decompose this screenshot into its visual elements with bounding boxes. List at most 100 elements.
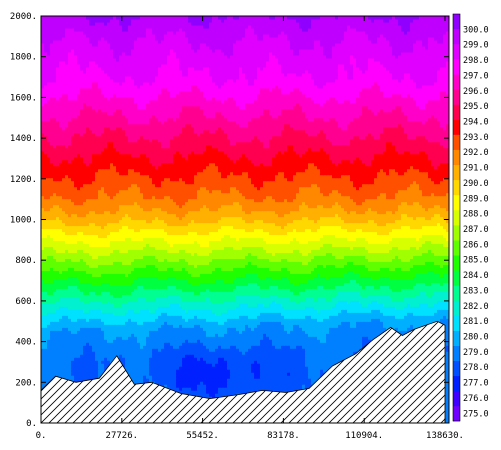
contour-cell [278,387,282,391]
contour-cell [167,384,171,388]
contour-cell [65,351,69,355]
contour-cell [215,390,219,394]
contour-cell [269,378,273,382]
contour-cell [50,360,54,364]
contour-cell [80,363,84,367]
contour-cell [176,381,180,385]
contour-cell [266,342,270,346]
contour-cell [281,372,285,376]
contour-cell [224,384,228,388]
contour-cell [53,345,57,349]
contour-cell [233,390,237,394]
contour-cell [167,363,171,367]
contour-cell [188,384,192,388]
contour-cell [92,366,96,370]
contour-cell [86,366,90,370]
contour-cell [65,369,69,373]
contour-cell [305,375,309,379]
contour-cell [146,366,150,370]
contour-cell [191,387,195,391]
contour-cell [191,354,195,358]
contour-cell [41,357,45,361]
contour-cell [272,384,276,388]
contour-cell [308,345,312,349]
contour-cell [362,342,366,346]
contour-cell [446,399,449,403]
contour-cell [221,378,225,382]
contour-cell [197,354,201,358]
contour-cell [350,345,354,349]
contour-cell [56,372,60,376]
contour-cell [164,354,168,358]
contour-cell [206,366,210,370]
contour-cell [242,366,246,370]
contour-cell [251,369,255,373]
contour-cell [71,366,75,370]
contour-cell [62,351,66,355]
contour-cell [248,390,252,394]
contour-cell [215,360,219,364]
contour-cell [221,354,225,358]
contour-cell [113,354,117,358]
contour-cell [200,348,204,352]
contour-cell [320,366,324,370]
contour-cell [281,387,285,391]
contour-cell [89,354,93,358]
contour-cell [182,342,186,346]
contour-cell [203,360,207,364]
contour-cell [308,357,312,361]
contour-cell [68,342,72,346]
contour-cell [98,357,102,361]
contour-cell [161,354,165,358]
contour-cell [47,372,51,376]
contour-cell [143,369,147,373]
contour-cell [320,342,324,346]
contour-cell [257,366,261,370]
contour-cell [248,372,252,376]
contour-cell [188,351,192,355]
contour-cell [359,342,363,346]
contour-cell [74,357,78,361]
contour-cell [188,357,192,361]
contour-cell [275,363,279,367]
contour-cell [53,351,57,355]
contour-cell [266,375,270,379]
contour-cell [170,351,174,355]
contour-cell [257,354,261,358]
contour-cell [305,369,309,373]
contour-cell [176,366,180,370]
contour-cell [125,366,129,370]
contour-cell [209,387,213,391]
contour-cell [224,393,228,397]
contour-cell [227,351,231,355]
contour-cell [260,369,264,373]
contour-cell [317,360,321,364]
contour-cell [173,363,177,367]
contour-cell [299,381,303,385]
contour-cell [296,363,300,367]
contour-cell [56,354,60,358]
contour-cell [278,342,282,346]
contour-cell [311,357,315,361]
contour-cell [65,357,69,361]
contour-cell [83,363,87,367]
contour-cell [287,354,291,358]
contour-cell [62,348,66,352]
contour-cell [215,363,219,367]
contour-cell [47,345,51,349]
contour-cell [203,351,207,355]
contour-cell [65,345,69,349]
contour-cell [131,351,135,355]
contour-cell [188,390,192,394]
contour-cell [80,366,84,370]
contour-cell [197,369,201,373]
contour-cell [155,369,159,373]
contour-cell [326,363,330,367]
contour-cell [260,348,264,352]
contour-cell [128,366,132,370]
contour-cell [128,363,132,367]
contour-cell [218,381,222,385]
contour-cell [215,348,219,352]
contour-cell [68,375,72,379]
contour-cell [251,366,255,370]
